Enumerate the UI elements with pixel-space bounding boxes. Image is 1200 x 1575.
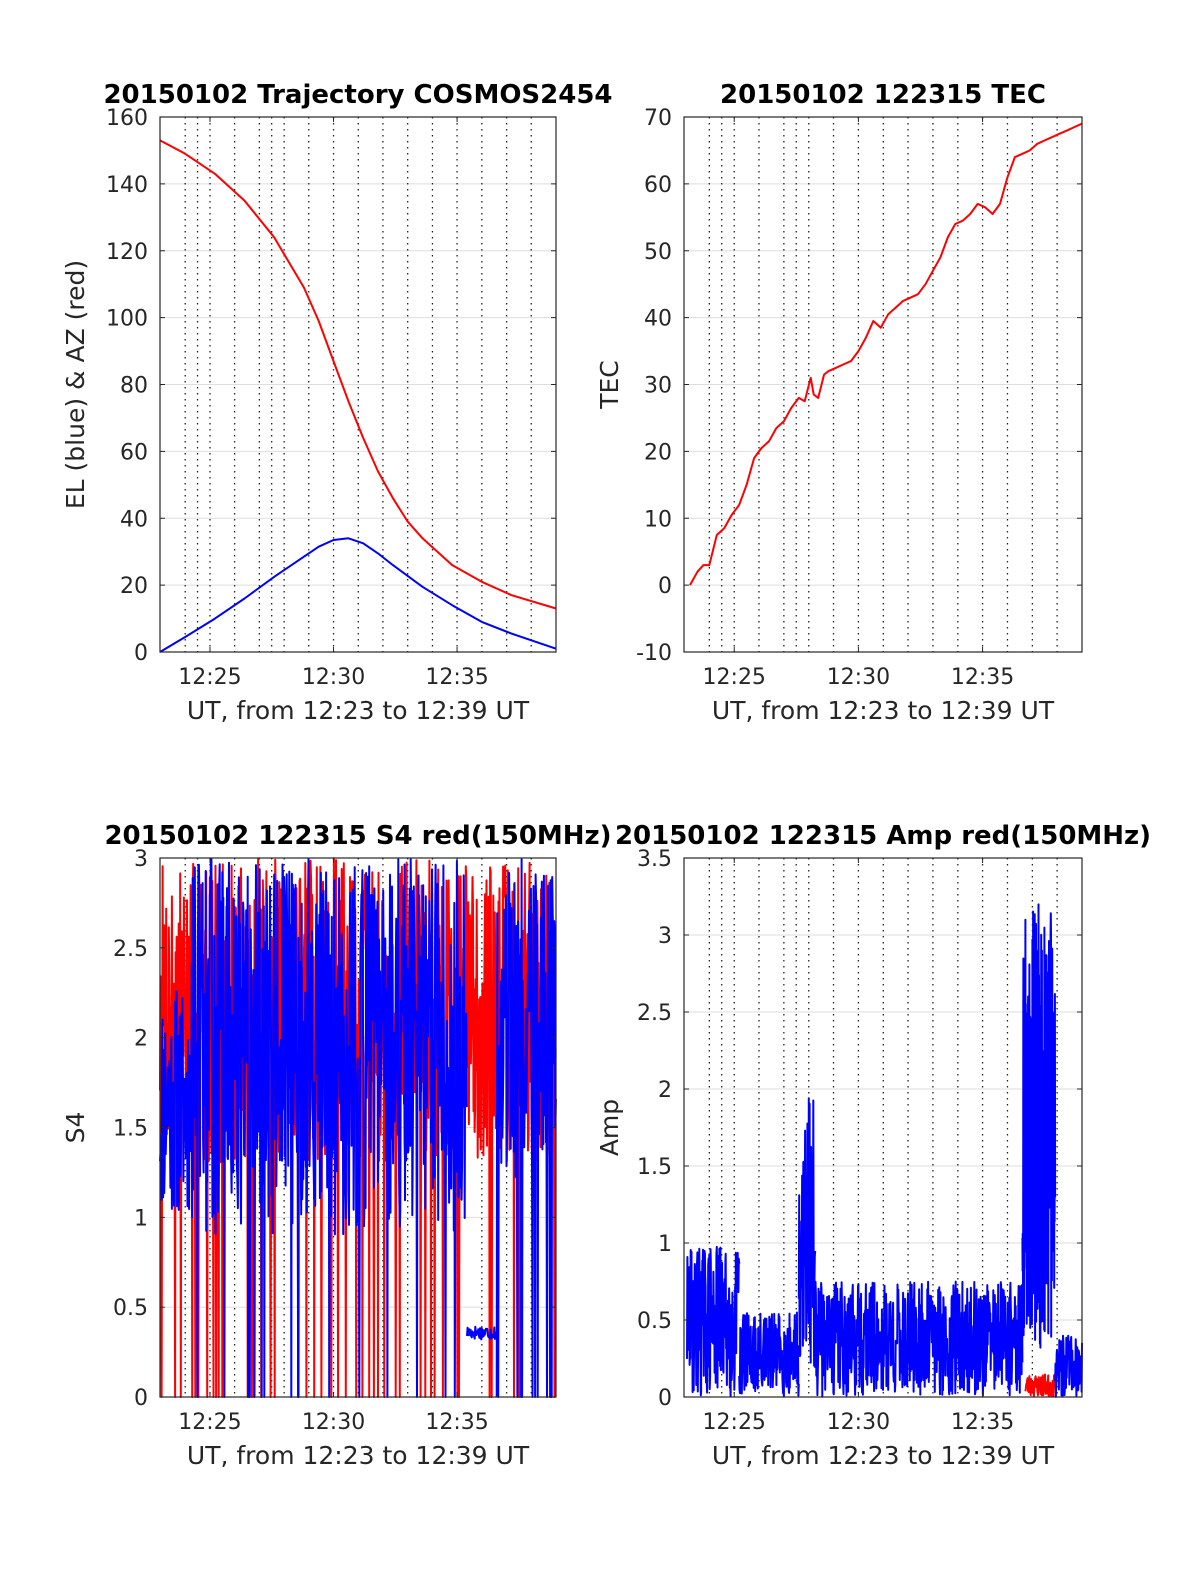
s4-panel: 0 0.5 1 1.5 2 2.5 3 12:25 12:30 12:35 UT, from 12:… (61, 821, 612, 1470)
y-axis-label: TEC (595, 360, 624, 410)
y-tick-label: 20 (120, 574, 148, 599)
trajectory-panel: 0 20 40 60 80 100 120 140 160 12:25 12:30 12:35 UT, … (61, 80, 613, 725)
x-tick-label: 12:35 (951, 665, 1014, 690)
y-tick-label: 10 (644, 507, 672, 532)
y-tick-label: 60 (120, 440, 148, 465)
x-tick-label: 12:25 (703, 665, 766, 690)
x-tick-label: 12:30 (827, 665, 890, 690)
y-tick-label: 1 (658, 1232, 672, 1257)
x-tick-label: 12:30 (827, 1410, 890, 1435)
y-tick-label: 120 (106, 240, 148, 265)
chart-title: 20150102 122315 Amp red(150MHz) (615, 821, 1151, 851)
y-axis-label: EL (blue) & AZ (red) (61, 260, 90, 509)
x-tick-label: 12:35 (951, 1410, 1014, 1435)
series-line-blue (159, 857, 557, 1398)
x-axis-label: UT, from 12:23 to 12:39 UT (712, 696, 1055, 725)
y-tick-label: 0.5 (637, 1309, 672, 1334)
y-tick-label: 3.5 (637, 847, 672, 872)
y-tick-label: 70 (644, 106, 672, 131)
chart-title: 20150102 122315 TEC (720, 80, 1046, 110)
y-tick-label: 0 (134, 641, 148, 666)
x-tick-label: 12:25 (178, 665, 241, 690)
series-line-blue (686, 903, 1083, 1398)
y-tick-label: 1.5 (637, 1155, 672, 1180)
series-line-red (1024, 1373, 1056, 1398)
y-tick-label: 160 (106, 106, 148, 131)
y-tick-label: 1 (134, 1206, 148, 1231)
y-tick-label: 2 (134, 1027, 148, 1052)
y-tick-label: 3 (134, 847, 148, 872)
x-tick-label: 12:30 (302, 665, 365, 690)
x-axis-label: UT, from 12:23 to 12:39 UT (187, 1441, 530, 1470)
y-tick-label: 0.5 (113, 1296, 148, 1321)
series-line-red (689, 122, 1083, 586)
x-tick-label: 12:35 (425, 665, 488, 690)
y-tick-label: 1.5 (113, 1117, 148, 1142)
x-tick-label: 12:30 (302, 1410, 365, 1435)
y-tick-label: 40 (120, 507, 148, 532)
series-line-red (159, 139, 557, 610)
y-tick-label: 20 (644, 440, 672, 465)
y-tick-label: 140 (106, 173, 148, 198)
y-tick-label: -10 (636, 641, 672, 666)
series-line-blue (159, 537, 557, 653)
y-axis-label: Amp (595, 1099, 624, 1156)
y-tick-label: 2.5 (113, 937, 148, 962)
y-tick-label: 40 (644, 307, 672, 332)
y-tick-label: 0 (658, 1386, 672, 1411)
y-tick-label: 0 (134, 1386, 148, 1411)
y-tick-label: 60 (644, 173, 672, 198)
y-axis-label: S4 (61, 1112, 90, 1144)
y-tick-label: 3 (658, 924, 672, 949)
x-axis-label: UT, from 12:23 to 12:39 UT (712, 1441, 1055, 1470)
amp-panel: 0 0.5 1 1.5 2 2.5 3 3.5 12:25 12:30 12:35 UT, from … (595, 821, 1151, 1470)
y-tick-label: 30 (644, 374, 672, 399)
x-tick-label: 12:25 (178, 1410, 241, 1435)
x-axis-label: UT, from 12:23 to 12:39 UT (187, 696, 530, 725)
chart-title: 20150102 122315 S4 red(150MHz) (104, 821, 611, 851)
y-tick-label: 0 (658, 574, 672, 599)
x-tick-label: 12:35 (425, 1410, 488, 1435)
y-tick-label: 2 (658, 1078, 672, 1103)
y-tick-label: 2.5 (637, 1001, 672, 1026)
axes-frame (683, 857, 1083, 1398)
chart-title: 20150102 Trajectory COSMOS2454 (103, 80, 612, 110)
tec-panel: -10 0 10 20 30 40 50 60 70 12:25 12:30 12:35 UT, fro… (595, 80, 1083, 725)
y-tick-label: 50 (644, 240, 672, 265)
x-tick-label: 12:25 (703, 1410, 766, 1435)
y-tick-label: 100 (106, 307, 148, 332)
y-tick-label: 80 (120, 374, 148, 399)
